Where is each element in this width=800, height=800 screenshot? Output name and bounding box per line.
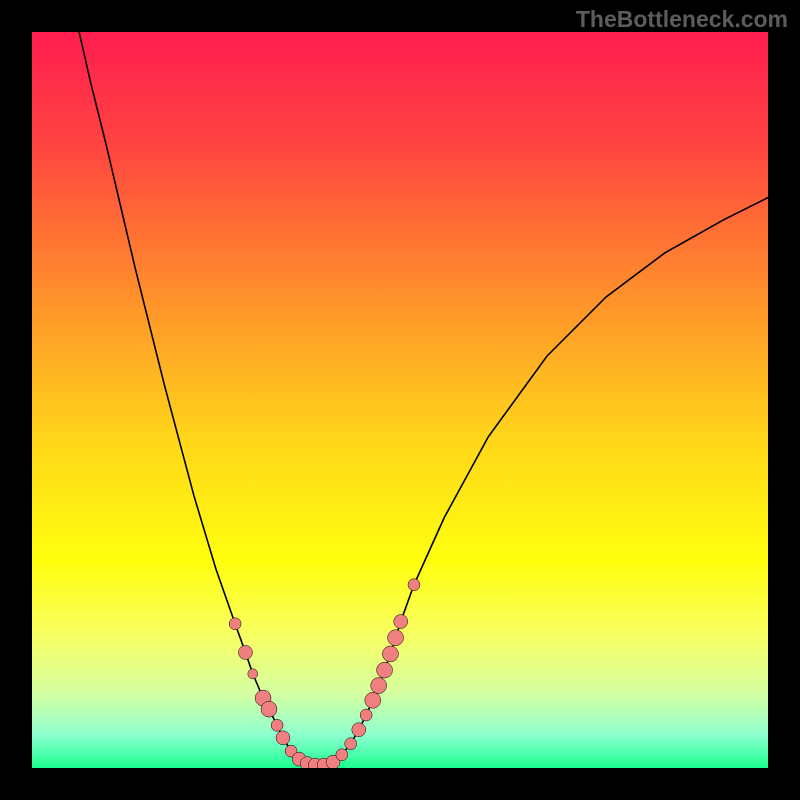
- data-marker: [352, 723, 366, 737]
- data-marker: [371, 678, 387, 694]
- data-marker: [388, 630, 404, 646]
- data-marker: [408, 579, 420, 591]
- data-marker: [276, 731, 290, 745]
- data-marker: [261, 701, 277, 717]
- data-marker: [248, 669, 258, 679]
- data-marker: [382, 646, 398, 662]
- data-marker: [345, 738, 357, 750]
- data-marker: [365, 692, 381, 708]
- data-marker: [336, 749, 348, 761]
- plot-background: [32, 32, 768, 768]
- data-marker: [360, 709, 372, 721]
- chart-frame: TheBottleneck.com: [0, 0, 800, 800]
- plot-area: [32, 32, 768, 768]
- data-marker: [229, 618, 241, 630]
- data-marker: [271, 719, 283, 731]
- plot-svg: [32, 32, 768, 768]
- data-marker: [238, 645, 252, 659]
- data-marker: [394, 615, 408, 629]
- data-marker: [377, 662, 393, 678]
- watermark-text: TheBottleneck.com: [576, 6, 788, 33]
